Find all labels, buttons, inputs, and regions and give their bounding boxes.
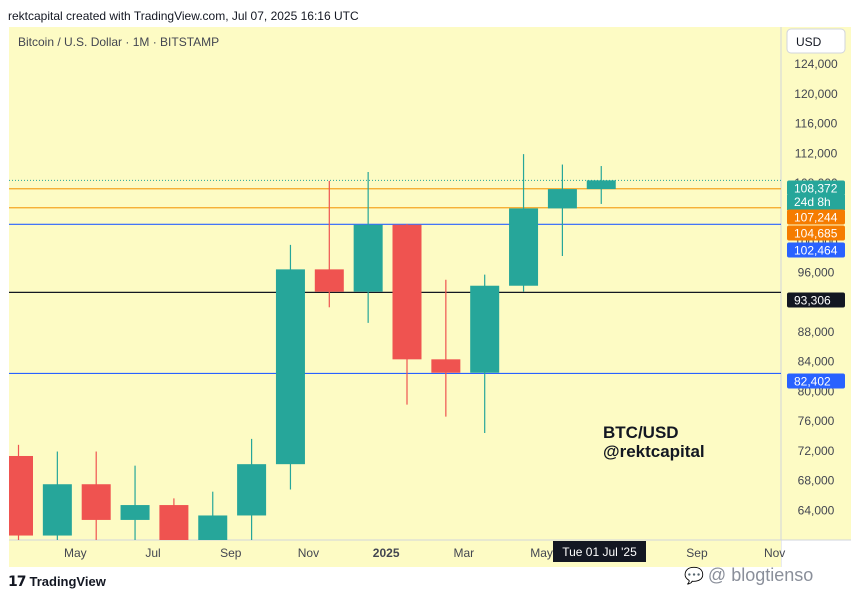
candle-body (81, 484, 111, 520)
candle-body (275, 269, 305, 465)
candle-body (586, 180, 616, 190)
x-tick-label: May (64, 546, 87, 560)
tradingview-logo-icon: 𝟭𝟳 (8, 573, 27, 589)
candle (547, 164, 577, 256)
level-label-box (787, 225, 845, 241)
level-label-box (787, 209, 845, 225)
price-axis[interactable] (781, 27, 851, 540)
y-tick-label: 88,000 (798, 325, 835, 339)
watermark: 💬 @ blogtienso (684, 565, 813, 586)
level-label-text: 82,402 (794, 375, 831, 389)
x-tick-label: Nov (298, 546, 319, 560)
candle-body (547, 189, 577, 209)
candle-body (470, 285, 500, 373)
candle (120, 465, 150, 540)
candle-body (42, 484, 72, 536)
chart-credit: rektcapital created with TradingView.com… (8, 9, 359, 23)
x-tick-label: Jul (145, 546, 160, 560)
y-tick-label: 64,000 (798, 503, 835, 517)
y-tick-label: 68,000 (798, 474, 835, 488)
symbol-label: Bitcoin / U.S. Dollar · 1M · BITSTAMP (18, 35, 219, 49)
level-label-text: 108,372 (794, 182, 838, 196)
candle (353, 171, 383, 323)
level-label-text: 107,244 (794, 211, 838, 225)
candle (314, 180, 344, 308)
countdown-box (787, 195, 845, 210)
candle-body (159, 505, 189, 540)
y-tick-label: 84,000 (798, 355, 835, 369)
y-tick-label: 72,000 (798, 444, 835, 458)
x-tick-label: Sep (686, 546, 708, 560)
candle-body (9, 455, 33, 536)
candle (9, 444, 33, 540)
candle (470, 274, 500, 433)
currency-label: USD (796, 35, 822, 49)
candle (159, 498, 189, 540)
tradingview-brand: TradingView (29, 574, 106, 589)
candle-body (509, 208, 539, 286)
candle (237, 438, 267, 540)
level-label-box (787, 292, 845, 308)
candle (509, 154, 539, 292)
countdown-text: 24d 8h (794, 195, 831, 209)
candle-body (392, 224, 422, 360)
candle-body (314, 269, 344, 292)
candle-body (120, 505, 150, 520)
watermark-text: @ blogtienso (707, 565, 814, 585)
x-tick-label: Sep (220, 546, 242, 560)
y-tick-label: 116,000 (795, 117, 838, 131)
candle (392, 224, 422, 405)
y-tick-label: 112,000 (795, 146, 838, 160)
level-price-labels: 108,372 104,685 107,244 102,464 93,306 82,402… (787, 180, 845, 389)
annotation-symbol: BTC/USD (603, 423, 679, 442)
candle (198, 491, 228, 540)
y-tick-label: 96,000 (798, 265, 835, 279)
x-tick-label: May (530, 546, 553, 560)
candle-body (198, 515, 228, 540)
candles (9, 154, 616, 540)
y-tick-label: 76,000 (798, 414, 835, 428)
candle (586, 166, 616, 204)
candle-body (431, 359, 461, 373)
candle (42, 451, 72, 540)
time-axis[interactable] (9, 540, 781, 567)
currency-button[interactable] (786, 28, 846, 54)
chat-bubble-icon: 💬 (684, 567, 704, 585)
annotation-author: @rektcapital (603, 442, 705, 461)
candle-body (237, 464, 267, 516)
crosshair-date-label: Tue 01 Jul '25 (562, 545, 637, 559)
crosshair-date-box (553, 541, 646, 562)
candle (275, 244, 305, 490)
x-tick-labels: May Jul Sep Nov 2025 Mar May Sep Nov (64, 546, 785, 560)
level-label-text: 104,685 (794, 227, 838, 241)
candle (431, 279, 461, 417)
level-label-text: 102,464 (794, 244, 838, 258)
candle-body (353, 224, 383, 292)
level-label-text: 93,306 (794, 294, 831, 308)
tradingview-logo[interactable]: 𝟭𝟳 TradingView (8, 573, 106, 590)
y-tick-label: 120,000 (794, 87, 838, 101)
x-tick-label: Nov (764, 546, 785, 560)
x-tick-label: Mar (454, 546, 475, 560)
x-tick-label: 2025 (373, 546, 400, 560)
level-label-box (787, 373, 845, 389)
level-label-box (787, 242, 845, 258)
candle (81, 451, 111, 540)
level-label-box (787, 180, 845, 196)
y-tick-label: 124,000 (794, 57, 838, 71)
